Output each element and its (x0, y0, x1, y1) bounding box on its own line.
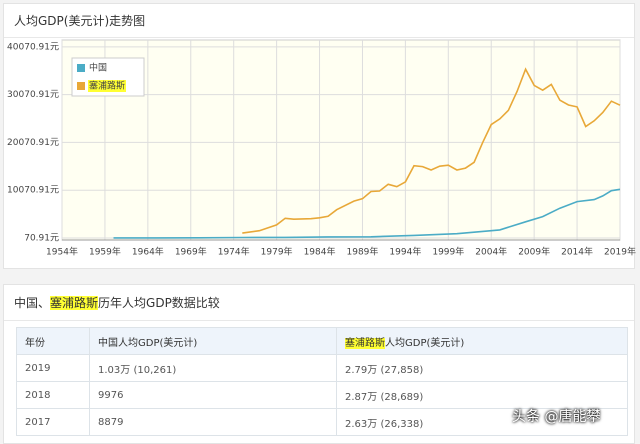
header-cell: 年份 (16, 327, 90, 355)
series-line (113, 188, 621, 239)
x-tick-label: 1979年 (261, 246, 293, 258)
x-tick-label: 1959年 (89, 246, 121, 258)
y-tick-label: 70.91元 (24, 233, 59, 243)
plot-area (61, 39, 621, 241)
table-row: 2017 8879 2.63万 (26,338) (16, 408, 628, 436)
x-tick-label: 1954年 (46, 246, 78, 258)
header-cell: 塞浦路斯人均GDP(美元计) (336, 327, 628, 355)
x-tick-label: 2009年 (518, 246, 550, 258)
header-highlight: 塞浦路斯 (345, 337, 385, 349)
x-tick-label: 1989年 (347, 246, 379, 258)
table-panel: 中国、塞浦路斯历年人均GDP数据比较 年份 中国人均GDP(美元计) 塞浦路斯人… (3, 284, 635, 444)
table-row: 2019 1.03万 (10,261) 2.79万 (27,858) (16, 354, 628, 382)
x-tick-label: 2019年 (604, 246, 636, 258)
table-panel-title: 中国、塞浦路斯历年人均GDP数据比较 (4, 285, 634, 321)
table-cell: 2019 (16, 354, 90, 382)
header-cell: 中国人均GDP(美元计) (89, 327, 337, 355)
x-tick-label: 1964年 (132, 246, 164, 258)
legend-label: 中国 (89, 62, 107, 74)
title-part: 中国、 (14, 296, 51, 310)
x-tick-label: 1974年 (218, 246, 250, 258)
data-table: 年份 中国人均GDP(美元计) 塞浦路斯人均GDP(美元计) 2019 1.03万… (16, 327, 628, 436)
x-tick-label: 2004年 (475, 246, 507, 258)
table-cell: 2.63万 (26,338) (336, 408, 628, 436)
legend-label: 塞浦路斯 (89, 80, 125, 92)
legend-swatch (77, 64, 85, 72)
table-cell: 1.03万 (10,261) (89, 354, 337, 382)
x-tick-label: 1969年 (175, 246, 207, 258)
table-cell: 2.87万 (28,689) (336, 381, 628, 409)
series-line (242, 67, 621, 234)
x-tick-label: 1999年 (432, 246, 464, 258)
table-cell: 9976 (89, 381, 337, 409)
chart-panel-title: 人均GDP(美元计)走势图 (4, 4, 634, 38)
watermark: 头条 @唐能攀 (512, 409, 601, 425)
table-cell: 2017 (16, 408, 90, 436)
y-tick-label: 20070.91元 (7, 138, 59, 148)
table-cell: 8879 (89, 408, 337, 436)
table-row: 2018 9976 2.87万 (28,689) (16, 381, 628, 409)
title-highlight: 塞浦路斯 (50, 296, 99, 310)
chart: 70.91元 10070.91元 20070.91元 30070.91元 40070.9… (7, 39, 636, 258)
table-cell: 2.79万 (27,858) (336, 354, 628, 382)
header-row: 年份 中国人均GDP(美元计) 塞浦路斯人均GDP(美元计) (16, 327, 628, 355)
y-tick-label: 10070.91元 (7, 186, 59, 196)
x-tick-label: 1984年 (304, 246, 336, 258)
table-cell: 2018 (16, 381, 90, 409)
legend-swatch (77, 82, 85, 90)
header-text: 人均GDP(美元计) (385, 337, 465, 349)
x-tick-label: 2014年 (561, 246, 593, 258)
legend-highlight (88, 80, 126, 92)
y-tick-label: 30070.91元 (7, 90, 59, 100)
y-tick-label: 40070.91元 (7, 42, 59, 52)
x-tick-label: 1994年 (389, 246, 421, 258)
title-part: 历年人均GDP数据比较 (98, 296, 220, 310)
